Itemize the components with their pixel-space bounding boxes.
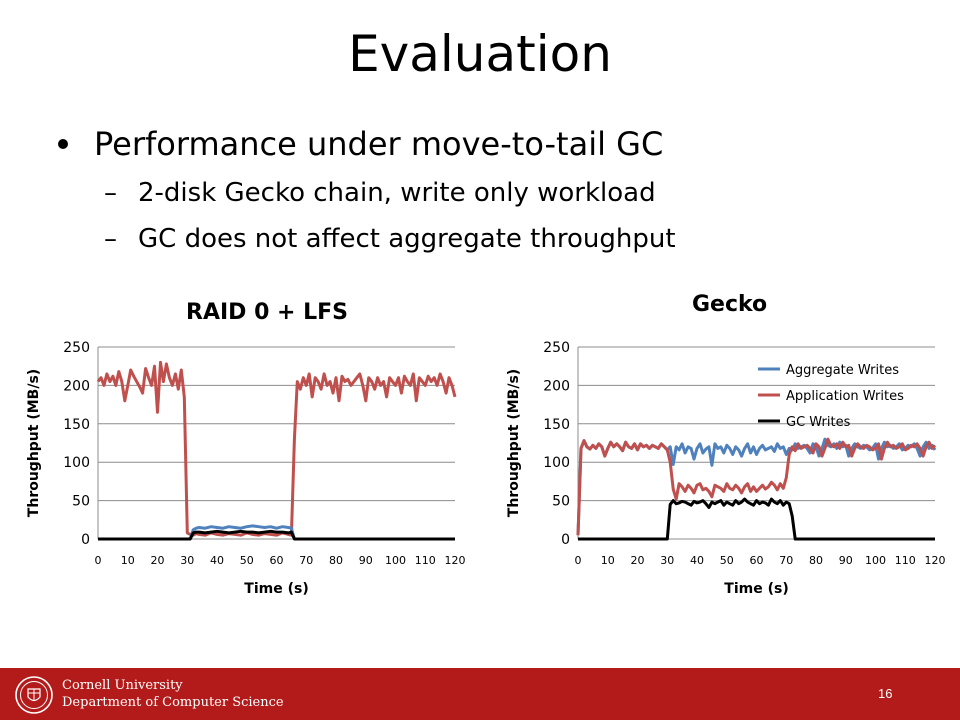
x-axis-label: Time (s) — [244, 581, 308, 597]
page-number: 16 — [878, 686, 893, 701]
x-tick-label: 20 — [631, 554, 645, 567]
x-tick-label: 50 — [720, 554, 734, 567]
y-tick-label: 0 — [561, 532, 570, 548]
chart-title: RAID 0 + LFS — [186, 300, 349, 325]
legend-label: Aggregate Writes — [786, 363, 899, 378]
series-line — [96, 360, 457, 537]
y-tick-label: 50 — [552, 494, 570, 510]
cornell-seal-icon — [15, 676, 53, 714]
x-tick-label: 30 — [660, 554, 674, 567]
series-line — [576, 437, 937, 536]
sub-bullet-text: 2-disk Gecko chain, write only workload — [138, 178, 656, 208]
legend-label: GC Writes — [786, 415, 851, 430]
x-tick-label: 60 — [270, 554, 284, 567]
x-tick-label: 120 — [445, 554, 466, 567]
x-tick-label: 50 — [240, 554, 254, 567]
department-line: Department of Computer Science — [62, 695, 284, 710]
x-tick-label: 120 — [925, 554, 946, 567]
chart-raid-lfs: 0 50 100 150 200 250 0 10 20 30 40 50 60 70 80 90 100 110… — [26, 340, 466, 597]
x-tick-label: 90 — [359, 554, 373, 567]
legend-label: Application Writes — [786, 389, 904, 404]
chart-gecko: 0 50 100 150 200 250 0 10 20 30 40 50 60 70 80 90 100 110… — [506, 340, 946, 597]
x-tick-label: 110 — [895, 554, 916, 567]
y-tick-label: 50 — [72, 494, 90, 510]
series-line — [98, 524, 296, 541]
sub-bullet-item: – 2-disk Gecko chain, write only workloa… — [104, 176, 676, 210]
university-name: Cornell University Department of Compute… — [62, 677, 284, 711]
bullet-list: Performance under move-to-tail GC – 2-di… — [58, 124, 676, 256]
y-axis-label: Throughput (MB/s) — [26, 369, 42, 517]
footer-band — [0, 668, 960, 720]
slide-title: Evaluation — [348, 25, 612, 83]
y-tick-label: 150 — [63, 417, 90, 433]
y-tick-label: 150 — [543, 417, 570, 433]
x-axis-label: Time (s) — [724, 581, 788, 597]
x-tick-label: 70 — [299, 554, 313, 567]
y-tick-label: 250 — [543, 340, 570, 356]
x-tick-label: 100 — [385, 554, 406, 567]
x-tick-label: 100 — [865, 554, 886, 567]
x-tick-label: 40 — [210, 554, 224, 567]
x-tick-label: 0 — [95, 554, 102, 567]
y-tick-label: 250 — [63, 340, 90, 356]
series-line — [578, 497, 935, 541]
series-line — [98, 529, 455, 541]
x-tick-label: 30 — [180, 554, 194, 567]
bullet-dot-icon — [58, 139, 68, 149]
y-tick-label: 100 — [543, 455, 570, 471]
sub-bullet-item: – GC does not affect aggregate throughpu… — [104, 222, 676, 256]
x-tick-label: 80 — [809, 554, 823, 567]
y-tick-label: 0 — [81, 532, 90, 548]
x-tick-label: 60 — [750, 554, 764, 567]
y-tick-label: 100 — [63, 455, 90, 471]
x-tick-label: 10 — [121, 554, 135, 567]
sub-bullet-text: GC does not affect aggregate throughput — [138, 224, 676, 254]
x-tick-label: 20 — [151, 554, 165, 567]
y-tick-label: 200 — [63, 378, 90, 394]
university-line: Cornell University — [62, 678, 183, 693]
x-tick-label: 40 — [690, 554, 704, 567]
x-tick-label: 110 — [415, 554, 436, 567]
bullet-item: Performance under move-to-tail GC — [58, 124, 676, 164]
x-tick-label: 80 — [329, 554, 343, 567]
x-tick-label: 10 — [601, 554, 615, 567]
chart-title: Gecko — [692, 292, 768, 317]
y-axis-label: Throughput (MB/s) — [506, 369, 522, 517]
dash-icon: – — [104, 178, 117, 208]
y-tick-label: 200 — [543, 378, 570, 394]
bullet-text: Performance under move-to-tail GC — [94, 125, 664, 163]
dash-icon: – — [104, 224, 117, 254]
x-tick-label: 70 — [779, 554, 793, 567]
x-tick-label: 0 — [575, 554, 582, 567]
x-tick-label: 90 — [839, 554, 853, 567]
